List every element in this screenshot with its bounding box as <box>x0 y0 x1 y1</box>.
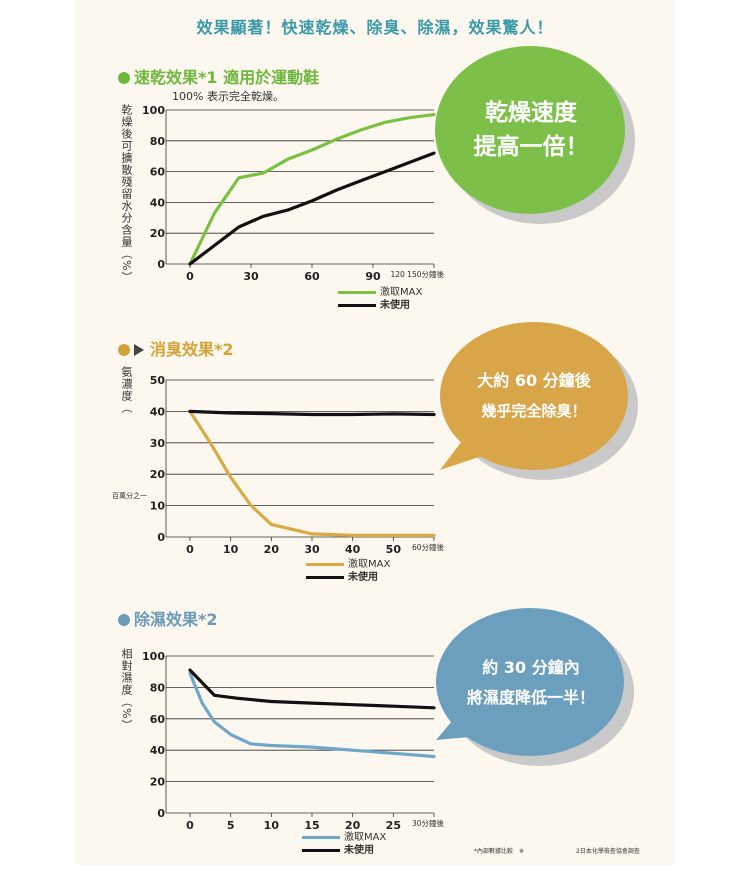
series-line-max <box>188 671 436 759</box>
bubble-line: 幾乎完全除臭！ <box>481 402 587 420</box>
x-tick-label-end: 30分鐘後 <box>412 818 445 828</box>
series-line-unused <box>188 151 436 266</box>
x-tick-label-end: 120 150分鐘後 <box>390 269 444 279</box>
blue-dot-icon <box>118 614 130 626</box>
series-line-unused <box>188 668 436 710</box>
unit-note-deodor: 百萬分之一 <box>112 492 147 500</box>
y-tick-label: 60 <box>150 713 166 726</box>
legend-label-max: 激取MAX <box>348 559 391 570</box>
x-tick-label: 60 <box>304 270 320 283</box>
x-tick-label: 0 <box>186 819 194 832</box>
y-tick-label: 30 <box>150 437 166 450</box>
x-tick-label: 5 <box>227 819 235 832</box>
x-tick-label: 0 <box>186 543 194 556</box>
legend-label-max: 激取MAX <box>380 287 423 298</box>
y-tick-label: 40 <box>150 405 166 418</box>
y-tick-label: 80 <box>150 681 166 694</box>
bubble-gold-shape <box>440 322 628 470</box>
legend-label-unused: 未使用 <box>344 845 374 856</box>
legend-label-unused: 未使用 <box>380 300 410 311</box>
x-tick-label: 20 <box>264 543 280 556</box>
series-line-max <box>188 112 436 266</box>
legend-swatch-unused <box>338 303 376 307</box>
y-tick-label: 0 <box>157 807 165 820</box>
section-title-text: 消臭效果*2 <box>150 340 234 359</box>
bubble-line: 將濕度降低一半！ <box>466 688 595 707</box>
section-title-text: 速乾效果*1 適用於運動鞋 <box>134 68 320 87</box>
section-title-deodor: 消臭效果*2 <box>118 336 234 360</box>
y-tick-label: 0 <box>157 258 165 271</box>
x-tick-label: 0 <box>186 270 194 283</box>
x-tick-label: 40 <box>345 543 361 556</box>
section-title-dehumid: 除濕效果*2 <box>118 606 218 630</box>
x-tick-label: 90 <box>365 270 381 283</box>
series-line-max <box>188 409 436 538</box>
y-tick-label: 100 <box>142 104 165 117</box>
x-tick-label: 15 <box>304 819 319 832</box>
legend-deodor: 激取MAX 未使用 <box>306 555 391 583</box>
bubble-drying: 乾燥速度 提高一倍！ <box>434 46 628 214</box>
bubble-line: 大約 60 分鐘後 <box>477 371 591 390</box>
y-axis-label-dehumid: 相對濕度（%） <box>120 648 133 732</box>
legend-swatch-max <box>302 835 340 839</box>
bubble-dehumid: 約 30 分鐘內 將濕度降低一半！ <box>436 608 626 758</box>
x-tick-label: 25 <box>386 819 401 832</box>
legend-dehumid: 激取MAX 未使用 <box>302 828 387 856</box>
x-tick-label: 20 <box>345 819 361 832</box>
legend-swatch-max <box>306 562 344 566</box>
legend-label-unused: 未使用 <box>348 572 378 583</box>
legend-swatch-unused <box>302 848 340 852</box>
gold-dot-icon <box>118 344 130 356</box>
bubble-line: 提高一倍！ <box>473 134 589 160</box>
series-line-unused <box>188 409 436 417</box>
y-tick-label: 100 <box>142 650 165 663</box>
y-axis-label-drying: 乾燥後可擴散殘留水分含量（%） <box>120 104 133 284</box>
bubble-blue-shape <box>436 608 624 756</box>
footnote-1: *內部數據比較 ※ <box>474 848 525 855</box>
y-tick-label: 60 <box>150 166 166 179</box>
y-tick-label: 40 <box>150 196 166 209</box>
headline: 效果顯著！快速乾燥、除臭、除濕，效果驚人！ <box>196 18 554 37</box>
x-tick-label-end: 60分鐘後 <box>412 542 445 552</box>
y-axis-label-deodor: 氨濃度（ <box>120 366 133 414</box>
y-tick-label: 20 <box>150 776 166 789</box>
y-tick-label: 80 <box>150 135 166 148</box>
x-tick-label: 50 <box>386 543 402 556</box>
y-tick-label: 20 <box>150 227 166 240</box>
legend-label-max: 激取MAX <box>344 832 387 843</box>
bubble-green-shape <box>435 46 625 214</box>
legend-drying: 激取MAX 未使用 <box>338 283 423 311</box>
y-tick-label: 10 <box>150 500 166 513</box>
legend-swatch-max <box>338 290 376 294</box>
footnote-2: 2日本化學檢查協會調查 <box>576 848 640 855</box>
y-tick-label: 20 <box>150 468 166 481</box>
y-tick-label: 40 <box>150 744 166 757</box>
green-dot-icon <box>118 72 130 84</box>
x-tick-label: 30 <box>304 543 320 556</box>
bubble-line: 乾燥速度 <box>485 100 577 126</box>
x-tick-label: 30 <box>243 270 259 283</box>
x-tick-label: 10 <box>223 543 239 556</box>
y-tick-label: 0 <box>157 531 165 544</box>
y-tick-label: 50 <box>150 374 166 387</box>
x-tick-label: 10 <box>264 819 280 832</box>
legend-swatch-unused <box>306 575 344 579</box>
bubble-line: 約 30 分鐘內 <box>482 658 580 677</box>
drying-note: 100% 表示完全乾燥。 <box>172 90 284 103</box>
section-title-text: 除濕效果*2 <box>134 610 218 629</box>
section-title-drying: 速乾效果*1 適用於運動鞋 <box>118 64 319 88</box>
play-arrow-icon <box>134 344 144 356</box>
bubble-deodor: 大約 60 分鐘後 幾乎完全除臭！ <box>440 322 628 470</box>
